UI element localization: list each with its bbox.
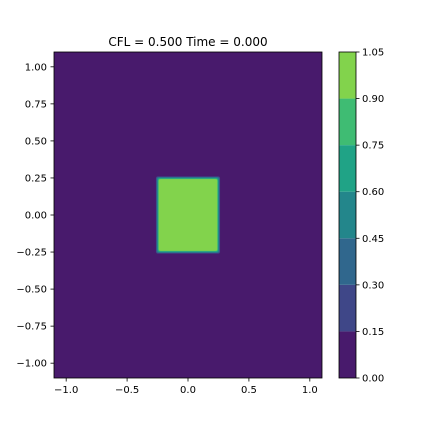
colorbar-frame (338, 51, 357, 379)
x-tick-label: −0.5 (115, 385, 139, 396)
colorbar: 0.00 0.15 0.30 0.45 0.60 0.75 0.90 1.05 (338, 48, 384, 385)
y-tick-label: 1.00 (25, 62, 47, 73)
square-region (159, 179, 217, 251)
colorbar-segment (339, 52, 356, 99)
colorbar-segment (339, 98, 356, 146)
chart-title: CFL = 0.500 Time = 0.000 (108, 35, 267, 49)
y-axis: 1.00 0.75 0.50 0.25 0.00 −0.25 −0.50 −0.75 −1.00 (16, 62, 54, 370)
x-tick-label: 1.0 (302, 385, 318, 396)
colorbar-tick-label: 0.60 (362, 187, 384, 198)
y-tick-label: 0.00 (25, 211, 47, 222)
colorbar-tick-label: 0.15 (362, 327, 384, 338)
colorbar-segment (339, 191, 356, 239)
x-tick-label: −1.0 (54, 385, 78, 396)
colorbar-segment (339, 238, 356, 285)
y-tick-label: −0.75 (16, 322, 47, 333)
colorbar-tick-label: 0.75 (362, 141, 384, 152)
y-tick-label: 0.50 (25, 136, 47, 147)
y-tick-label: −1.00 (16, 359, 47, 370)
colorbar-segment (339, 284, 356, 332)
plot-area (53, 51, 323, 379)
y-tick-label: −0.25 (16, 248, 47, 259)
colorbar-segment (339, 331, 356, 378)
colorbar-tick-label: 0.00 (362, 374, 384, 385)
x-axis: −1.0 −0.5 0.0 0.5 1.0 (54, 378, 318, 396)
colorbar-tick-label: 0.45 (362, 234, 384, 245)
colorbar-tick-label: 0.30 (362, 280, 384, 291)
x-tick-label: 0.0 (180, 385, 196, 396)
y-tick-label: 0.25 (25, 173, 47, 184)
colorbar-tick-label: 0.90 (362, 94, 384, 105)
colorbar-tick-label: 1.05 (362, 48, 384, 59)
y-tick-label: 0.75 (25, 99, 47, 110)
x-tick-label: 0.5 (241, 385, 257, 396)
colorbar-segment (339, 145, 356, 192)
y-tick-label: −0.50 (16, 285, 47, 296)
